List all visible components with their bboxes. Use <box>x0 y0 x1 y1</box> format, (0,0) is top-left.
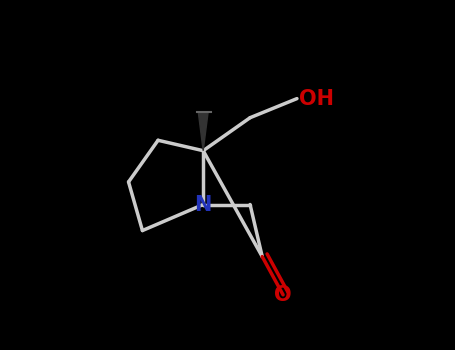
Polygon shape <box>198 112 208 151</box>
Text: OH: OH <box>298 89 334 108</box>
Text: O: O <box>274 285 292 305</box>
Text: N: N <box>194 195 212 215</box>
